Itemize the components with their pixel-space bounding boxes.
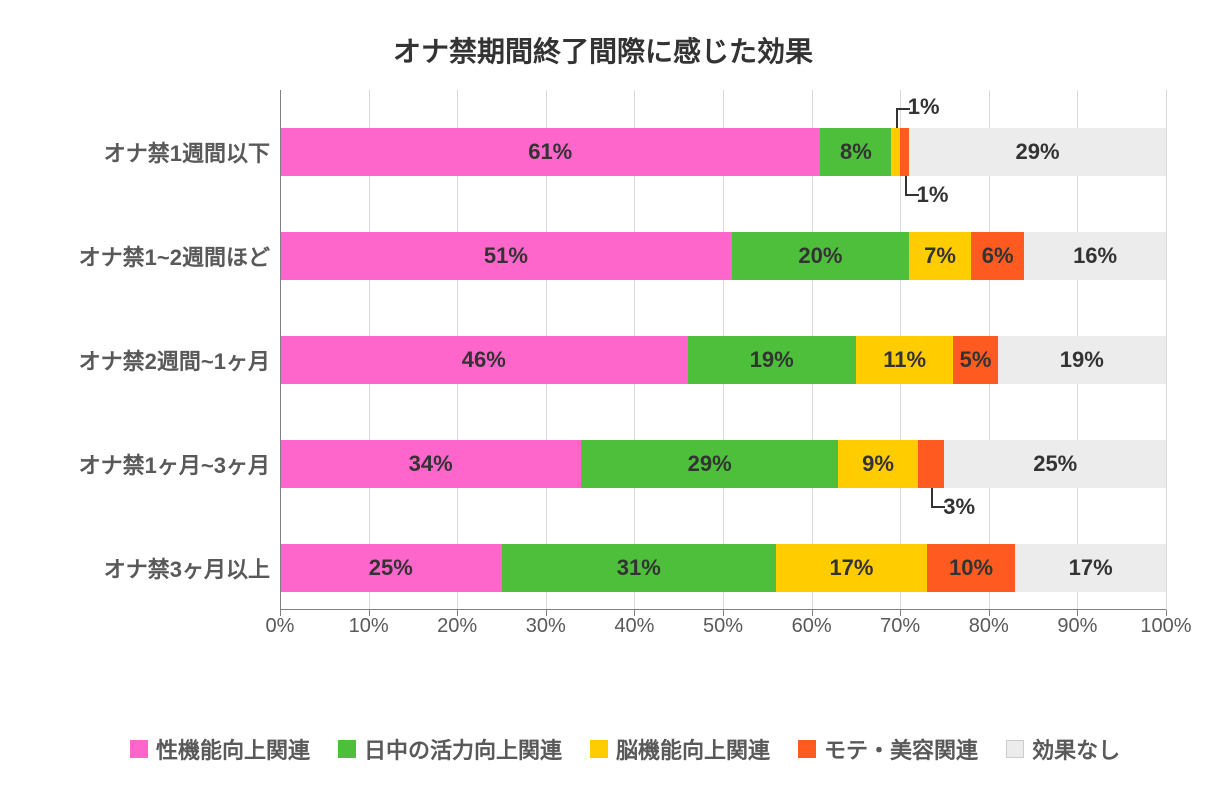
callout-leader bbox=[905, 176, 919, 196]
x-tick-label: 30% bbox=[526, 615, 566, 638]
legend-item: 性機能向上関連 bbox=[130, 733, 310, 765]
x-tick-label: 40% bbox=[614, 615, 654, 638]
bar-segment: 29% bbox=[909, 128, 1166, 176]
bar-segment bbox=[900, 128, 909, 176]
legend-swatch bbox=[338, 740, 356, 758]
chart-container: オナ禁期間終了間際に感じた効果 オナ禁1週間以下オナ禁1~2週間ほどオナ禁2週間… bbox=[0, 0, 1216, 790]
legend-item: 効果なし bbox=[1006, 733, 1120, 765]
x-axis-line bbox=[280, 609, 1166, 610]
y-axis-labels: オナ禁1週間以下オナ禁1~2週間ほどオナ禁2週間~1ヶ月オナ禁1ヶ月~3ヶ月オナ… bbox=[30, 90, 270, 610]
legend-label: 効果なし bbox=[1032, 733, 1120, 765]
x-tick-label: 50% bbox=[703, 615, 743, 638]
bar-row: 46%19%11%5%19% bbox=[280, 336, 1166, 384]
x-tick-label: 60% bbox=[792, 615, 832, 638]
callout-label: 1% bbox=[908, 94, 940, 120]
legend-swatch bbox=[590, 740, 608, 758]
x-axis-labels: 0%10%20%30%40%50%60%70%80%90%100% bbox=[280, 615, 1166, 645]
bar-segment: 6% bbox=[971, 232, 1024, 280]
legend-label: 日中の活力向上関連 bbox=[364, 733, 562, 765]
y-axis-line bbox=[280, 90, 281, 610]
bar-segment: 11% bbox=[856, 336, 953, 384]
bar-segment: 46% bbox=[280, 336, 688, 384]
bar-segment: 25% bbox=[280, 544, 502, 592]
bar-segment: 61% bbox=[280, 128, 820, 176]
bar-segment: 10% bbox=[927, 544, 1016, 592]
category-label: オナ禁2週間~1ヶ月 bbox=[30, 344, 270, 376]
x-tick-label: 90% bbox=[1057, 615, 1097, 638]
bar-row: 25%31%17%10%17% bbox=[280, 544, 1166, 592]
bar-segment: 31% bbox=[502, 544, 777, 592]
bar-row: 51%20%7%6%16% bbox=[280, 232, 1166, 280]
bar-segment: 8% bbox=[820, 128, 891, 176]
callout-leader bbox=[931, 488, 945, 508]
chart-title: オナ禁期間終了間際に感じた効果 bbox=[30, 30, 1176, 70]
legend-swatch bbox=[1006, 740, 1024, 758]
category-label: オナ禁1週間以下 bbox=[30, 136, 270, 168]
bar-row: 61%8% 29% bbox=[280, 128, 1166, 176]
callout-label: 1% bbox=[917, 182, 949, 208]
x-tick-label: 20% bbox=[437, 615, 477, 638]
bar-row: 34%29%9% 25% bbox=[280, 440, 1166, 488]
bar-segment: 25% bbox=[944, 440, 1166, 488]
plot-area: オナ禁1週間以下オナ禁1~2週間ほどオナ禁2週間~1ヶ月オナ禁1ヶ月~3ヶ月オナ… bbox=[280, 90, 1166, 610]
bar-segment: 5% bbox=[953, 336, 997, 384]
bar-segment bbox=[918, 440, 945, 488]
callout-leader bbox=[896, 108, 910, 128]
legend-swatch bbox=[130, 740, 148, 758]
bar-segment: 20% bbox=[732, 232, 909, 280]
x-tick-label: 70% bbox=[880, 615, 920, 638]
legend-label: モテ・美容関連 bbox=[824, 733, 978, 765]
bar-segment: 51% bbox=[280, 232, 732, 280]
bar-segment bbox=[891, 128, 900, 176]
bar-segment: 9% bbox=[838, 440, 918, 488]
bar-segment: 34% bbox=[280, 440, 581, 488]
bar-segment: 7% bbox=[909, 232, 971, 280]
legend-item: モテ・美容関連 bbox=[798, 733, 978, 765]
legend: 性機能向上関連 日中の活力向上関連 脳機能向上関連 モテ・美容関連 効果なし bbox=[130, 733, 1156, 765]
category-label: オナ禁1ヶ月~3ヶ月 bbox=[30, 448, 270, 480]
callout-label: 3% bbox=[943, 494, 975, 520]
x-tick-label: 10% bbox=[349, 615, 389, 638]
legend-label: 脳機能向上関連 bbox=[616, 733, 770, 765]
x-tick-label: 80% bbox=[969, 615, 1009, 638]
bar-segment: 17% bbox=[776, 544, 927, 592]
legend-item: 脳機能向上関連 bbox=[590, 733, 770, 765]
bars-layer: 61%8%29%1%1%51%20%7%6%16%46%19%11%5%19%3… bbox=[280, 90, 1166, 610]
bar-segment: 19% bbox=[688, 336, 856, 384]
x-tick-label: 100% bbox=[1140, 615, 1191, 638]
legend-item: 日中の活力向上関連 bbox=[338, 733, 562, 765]
bar-segment: 19% bbox=[998, 336, 1166, 384]
bar-segment: 16% bbox=[1024, 232, 1166, 280]
category-label: オナ禁3ヶ月以上 bbox=[30, 552, 270, 584]
grid-line bbox=[1166, 90, 1167, 610]
bar-segment: 29% bbox=[581, 440, 838, 488]
legend-swatch bbox=[798, 740, 816, 758]
legend-label: 性機能向上関連 bbox=[156, 733, 310, 765]
category-label: オナ禁1~2週間ほど bbox=[30, 240, 270, 272]
bar-segment: 17% bbox=[1015, 544, 1166, 592]
x-tick-label: 0% bbox=[266, 615, 295, 638]
